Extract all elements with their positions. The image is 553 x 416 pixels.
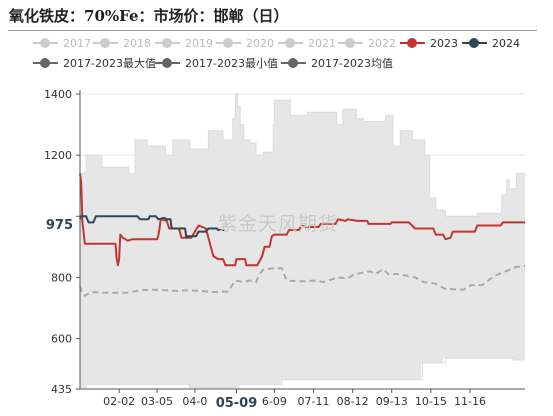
legend-line-dot-icon: [278, 36, 303, 50]
legend-line-dot-icon: [33, 36, 58, 50]
legend-item-2017[interactable]: 2017: [33, 36, 91, 50]
legend-item-2017-2023最大值[interactable]: 2017-2023最大值: [33, 55, 156, 71]
legend-label: 2019: [185, 36, 213, 50]
legend-item-2020[interactable]: 2020: [216, 36, 274, 50]
legend-label: 2023: [430, 36, 458, 50]
x-tick-label: 10-15: [415, 395, 447, 408]
legend-label: 2017-2023均值: [311, 57, 393, 70]
y-highlight-bg: [44, 214, 74, 233]
legend-label: 2020: [246, 36, 274, 50]
series-lines: [79, 173, 526, 297]
min-series-line: [80, 357, 525, 388]
legend-item-2018[interactable]: 2018: [93, 36, 151, 50]
x-tick-label: 05-09: [216, 396, 258, 411]
legend-line-dot-icon: [281, 56, 306, 70]
chart-legend: 2017 2018 2019 2020 2021 2022 2023 2024 2017-202…: [0, 0, 553, 80]
axes: 1400 1200 800 600 435 975 02-02 03-05 04-0 05-09 6…: [44, 88, 525, 411]
x-tick-label: 03-05: [141, 395, 173, 408]
x-tick-label: 02-02: [103, 395, 135, 408]
legend-line-dot-icon: [462, 36, 487, 50]
legend-line-dot-icon: [93, 36, 118, 50]
legend-line-dot-icon: [338, 36, 363, 50]
series-line-2023: [79, 173, 525, 267]
y-highlight-label: 975: [46, 218, 73, 233]
legend-label: 2017-2023最小值: [185, 57, 278, 70]
range-band: [80, 93, 526, 388]
x-tick-label: 11-16: [454, 395, 486, 408]
legend-item-2022[interactable]: 2022: [338, 36, 396, 50]
x-tick-label: 04-0: [182, 395, 207, 408]
legend-label: 2017-2023最大值: [63, 57, 156, 70]
legend-line-dot-icon: [155, 36, 180, 50]
legend-item-2017-2023最小值[interactable]: 2017-2023最小值: [155, 55, 278, 71]
legend-label: 2022: [368, 36, 396, 50]
legend-line-dot-icon: [400, 36, 425, 50]
x-tick-label: 07-11: [298, 395, 330, 408]
chart-title: 氧化铁皮：70%Fe：市场价：邯郸（日）: [9, 7, 289, 25]
legend-item-2019[interactable]: 2019: [155, 36, 213, 50]
legend-item-2017-2023均值[interactable]: 2017-2023均值: [281, 55, 393, 71]
title-divider: [8, 30, 537, 31]
max-series-line: [80, 93, 526, 217]
y-tick-label: 600: [51, 333, 72, 346]
legend-item-2023[interactable]: 2023: [400, 36, 458, 50]
legend-label: 2018: [123, 36, 151, 50]
series-line-2024: [79, 215, 225, 239]
x-tick-label: 6-09: [262, 395, 287, 408]
y-tick-label: 1400: [44, 88, 72, 101]
legend-line-dot-icon: [216, 36, 241, 50]
legend-item-2024[interactable]: 2024: [462, 36, 520, 50]
max-min-band: [80, 94, 525, 388]
legend-line-dot-icon: [33, 56, 58, 70]
legend-line-dot-icon: [155, 56, 180, 70]
x-tick-label: 08-12: [337, 395, 369, 408]
x-tick-label: 09-13: [376, 395, 408, 408]
legend-item-2021[interactable]: 2021: [278, 36, 336, 50]
legend-label: 2021: [308, 36, 336, 50]
legend-label: 2017: [63, 36, 91, 50]
y-tick-label: 800: [51, 271, 72, 284]
series-line-2017-2023均值: [79, 264, 526, 297]
y-tick-label: 435: [51, 383, 72, 396]
legend-label: 2024: [492, 36, 520, 50]
y-tick-label: 1200: [44, 149, 72, 162]
